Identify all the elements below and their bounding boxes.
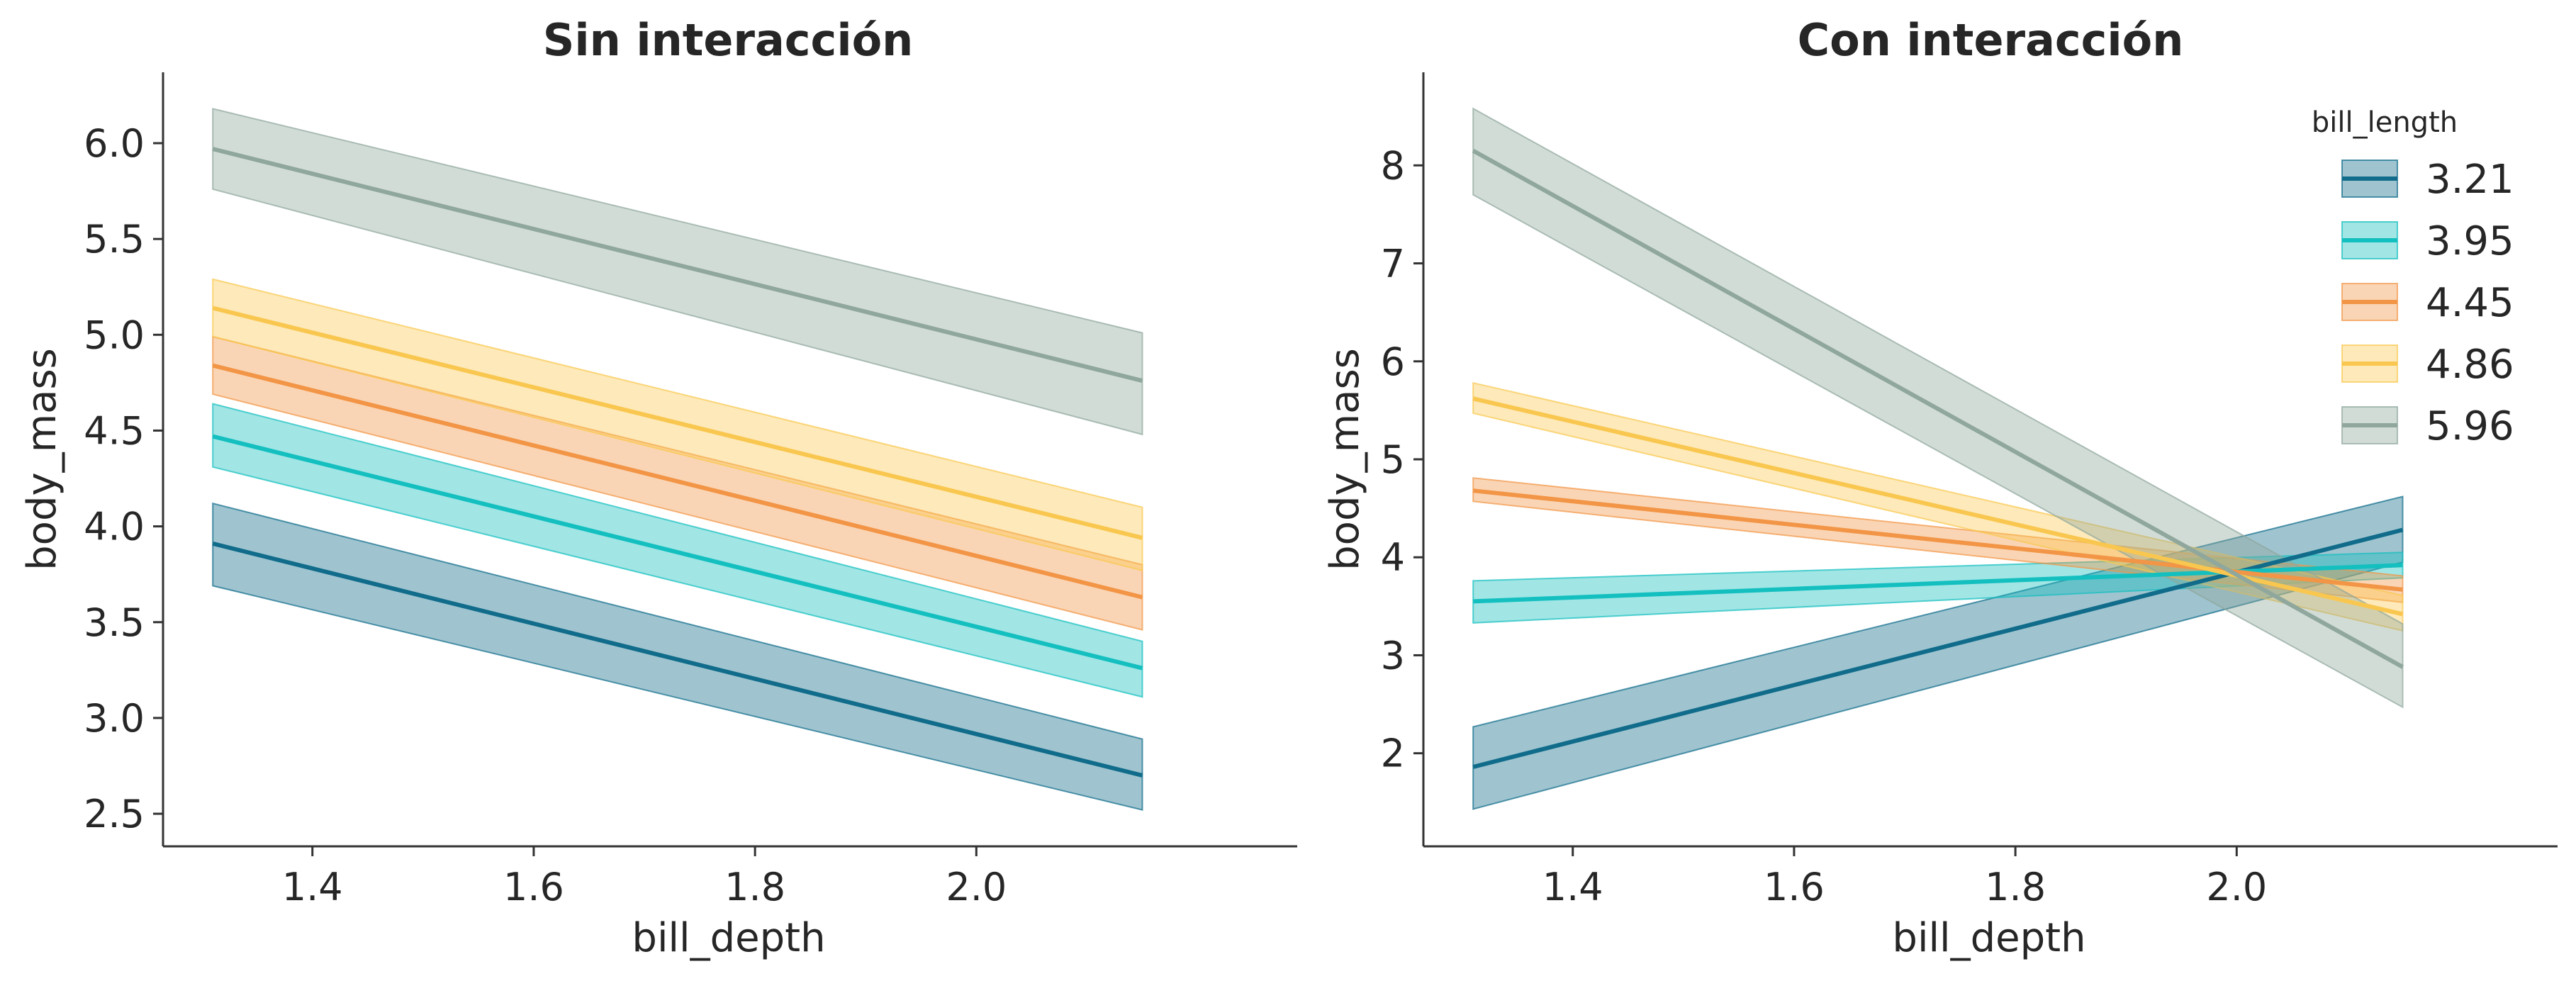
y-tick-label: 2.5 xyxy=(84,792,145,836)
series-lines xyxy=(1472,148,2404,769)
legend-item-3.95: 3.95 xyxy=(2341,218,2514,264)
confidence-band-5.96 xyxy=(212,108,1143,436)
y-tick-label: 5.0 xyxy=(84,313,145,357)
x-tick-label: 1.8 xyxy=(724,865,785,909)
panel-sin-interaccion: Sin interacción 1.4 1.6 1.8 2.0 2.5 3.0 3.5 4.… xyxy=(19,14,1297,961)
y-tick-label: 5.5 xyxy=(84,217,145,262)
x-axis-label: bill_depth xyxy=(632,915,825,961)
legend-item-3.21: 3.21 xyxy=(2341,157,2514,203)
y-tick-label: 3.0 xyxy=(84,696,145,741)
y-axis-label: body_mass xyxy=(19,348,65,571)
legend-item-5.96: 5.96 xyxy=(2341,403,2514,449)
series-line-3.95 xyxy=(212,434,1143,671)
legend-title: bill_length xyxy=(2312,106,2458,139)
x-tick-label: 1.4 xyxy=(282,865,343,909)
y-tick-label: 5 xyxy=(1381,437,1405,482)
y-tick-label: 2 xyxy=(1381,731,1405,776)
legend-item-4.86: 4.86 xyxy=(2341,342,2514,388)
series-line-5.96 xyxy=(212,147,1143,383)
confidence-bands xyxy=(212,108,1143,811)
chart-title: Sin interacción xyxy=(543,14,914,66)
x-ticks: 1.4 1.6 1.8 2.0 xyxy=(282,846,1007,909)
series-line-3.21 xyxy=(1472,527,2404,769)
legend-label: 5.96 xyxy=(2426,403,2514,449)
series-lines xyxy=(212,147,1143,778)
series-line-4.86 xyxy=(212,305,1143,540)
y-tick-label: 3.5 xyxy=(84,600,145,645)
y-tick-label: 6.0 xyxy=(84,121,145,166)
x-ticks: 1.4 1.6 1.8 2.0 xyxy=(1542,846,2267,909)
y-ticks: 2.5 3.0 3.5 4.0 4.5 5.0 5.5 6.0 xyxy=(84,121,163,836)
x-tick-label: 1.4 xyxy=(1542,865,1603,909)
series-line-4.45 xyxy=(212,363,1143,600)
chart-title: Con interacción xyxy=(1798,14,2184,66)
legend-label: 3.21 xyxy=(2426,157,2514,203)
x-tick-label: 2.0 xyxy=(2206,865,2267,909)
confidence-band-3.21 xyxy=(212,502,1143,811)
x-tick-label: 1.6 xyxy=(503,865,564,909)
legend-items: 3.21 3.95 4.45 4.86 5.96 xyxy=(2341,157,2514,449)
series-line-4.45 xyxy=(1472,488,2403,592)
y-ticks: 2 3 4 5 6 7 8 xyxy=(1381,143,1423,776)
y-tick-label: 4.5 xyxy=(84,408,145,453)
y-tick-label: 3 xyxy=(1381,633,1405,678)
y-tick-label: 8 xyxy=(1381,143,1405,188)
series-line-5.96 xyxy=(1472,148,2404,669)
legend-label: 4.45 xyxy=(2426,280,2514,326)
panel-con-interaccion: Con interacción 1.4 1.6 1.8 2.0 2 3 4 5 6 7 8 bil… xyxy=(1322,14,2558,961)
confidence-bands xyxy=(1472,107,2404,810)
x-tick-label: 1.6 xyxy=(1764,865,1825,909)
y-axis-label: body_mass xyxy=(1322,348,1368,571)
y-tick-label: 4 xyxy=(1381,535,1405,580)
x-tick-label: 1.8 xyxy=(1985,865,2046,909)
x-tick-label: 2.0 xyxy=(946,865,1007,909)
x-axis-label: bill_depth xyxy=(1892,915,2085,961)
legend-label: 4.86 xyxy=(2426,342,2514,388)
y-tick-label: 7 xyxy=(1381,242,1405,286)
series-line-4.86 xyxy=(1472,396,2404,617)
series-line-3.21 xyxy=(212,541,1143,778)
y-tick-label: 6 xyxy=(1381,340,1405,384)
legend-label: 3.95 xyxy=(2426,218,2514,264)
legend: bill_length 3.21 3.95 4.45 4.86 5.96 xyxy=(2312,106,2514,449)
y-tick-label: 4.0 xyxy=(84,505,145,549)
legend-item-4.45: 4.45 xyxy=(2341,280,2514,326)
